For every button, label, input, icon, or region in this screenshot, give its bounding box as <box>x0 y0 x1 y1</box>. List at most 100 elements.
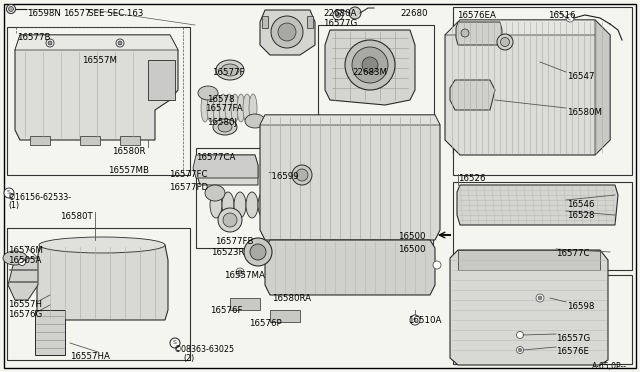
Text: 16580T: 16580T <box>60 212 93 221</box>
Bar <box>318 25 434 135</box>
Ellipse shape <box>39 237 165 253</box>
Ellipse shape <box>3 251 27 265</box>
Polygon shape <box>260 115 440 125</box>
Polygon shape <box>445 20 610 155</box>
Text: 16505A: 16505A <box>8 256 42 265</box>
Circle shape <box>118 41 122 45</box>
Circle shape <box>345 40 395 90</box>
Text: S: S <box>413 317 417 323</box>
Text: 16557MB: 16557MB <box>108 166 149 175</box>
Text: 16598N: 16598N <box>27 9 61 18</box>
Circle shape <box>6 4 15 13</box>
Bar <box>196 148 433 248</box>
Text: 16577FD: 16577FD <box>169 183 208 192</box>
Ellipse shape <box>231 94 239 122</box>
Text: 22680: 22680 <box>400 9 428 18</box>
Text: 16577B: 16577B <box>17 33 51 42</box>
Text: (1): (1) <box>8 201 19 210</box>
Circle shape <box>170 338 180 348</box>
Polygon shape <box>193 155 258 178</box>
Polygon shape <box>37 245 168 320</box>
Polygon shape <box>120 136 140 145</box>
Text: ©08363-63025: ©08363-63025 <box>174 345 235 354</box>
Ellipse shape <box>246 192 258 218</box>
Text: 16557HA: 16557HA <box>70 352 110 361</box>
Text: 16546: 16546 <box>567 200 595 209</box>
Text: S: S <box>7 190 11 196</box>
Polygon shape <box>15 35 178 140</box>
Bar <box>7 228 190 360</box>
Circle shape <box>566 14 574 22</box>
Text: 16576M: 16576M <box>8 246 43 255</box>
Circle shape <box>278 23 296 41</box>
Ellipse shape <box>207 94 215 122</box>
Text: 16516: 16516 <box>548 11 575 20</box>
Text: 16577FC: 16577FC <box>169 170 207 179</box>
Circle shape <box>238 270 242 274</box>
Ellipse shape <box>218 122 232 132</box>
Text: 16577G: 16577G <box>323 19 357 28</box>
Circle shape <box>116 39 124 47</box>
Polygon shape <box>30 136 50 145</box>
Polygon shape <box>15 35 178 50</box>
Polygon shape <box>260 115 440 240</box>
Text: 16510A: 16510A <box>408 316 442 325</box>
Ellipse shape <box>245 114 265 128</box>
Polygon shape <box>457 185 618 225</box>
Ellipse shape <box>243 94 251 122</box>
Ellipse shape <box>222 192 234 218</box>
Circle shape <box>4 188 14 198</box>
Text: 16577FA: 16577FA <box>205 104 243 113</box>
Text: 16577F: 16577F <box>212 68 244 77</box>
Bar <box>270 310 300 322</box>
Circle shape <box>48 41 52 45</box>
Text: 16547: 16547 <box>567 72 595 81</box>
Text: 16576P: 16576P <box>249 319 282 328</box>
Ellipse shape <box>234 192 246 218</box>
Ellipse shape <box>225 94 233 122</box>
Text: ©16156-62533-: ©16156-62533- <box>8 193 72 202</box>
Polygon shape <box>260 10 315 55</box>
Ellipse shape <box>205 185 225 201</box>
Text: 16576E: 16576E <box>556 347 589 356</box>
Text: 16577: 16577 <box>63 9 90 18</box>
Ellipse shape <box>210 192 222 218</box>
Text: S: S <box>173 340 177 346</box>
Bar <box>230 298 260 310</box>
Text: 16580J: 16580J <box>207 118 237 127</box>
Bar <box>453 7 632 175</box>
Text: ¨16599: ¨16599 <box>267 172 299 181</box>
Text: 16500: 16500 <box>398 245 426 254</box>
Text: 16580R: 16580R <box>112 147 145 156</box>
Text: 16557H: 16557H <box>8 300 42 309</box>
Polygon shape <box>8 258 38 300</box>
Circle shape <box>349 7 361 19</box>
Text: 16576EA: 16576EA <box>457 11 496 20</box>
Polygon shape <box>265 240 435 295</box>
Text: 16557G: 16557G <box>556 334 590 343</box>
Circle shape <box>236 268 244 276</box>
Bar <box>212 158 220 166</box>
Text: 16526: 16526 <box>458 174 486 183</box>
Circle shape <box>333 10 343 20</box>
Ellipse shape <box>221 64 239 76</box>
Polygon shape <box>456 22 502 45</box>
Circle shape <box>497 34 513 50</box>
Ellipse shape <box>201 94 209 122</box>
Polygon shape <box>445 20 610 35</box>
Ellipse shape <box>249 94 257 122</box>
Text: 16577CA: 16577CA <box>196 153 236 162</box>
Text: 16577C: 16577C <box>556 249 589 258</box>
Text: 16557MA: 16557MA <box>224 271 265 280</box>
Text: 22683M: 22683M <box>352 68 387 77</box>
Circle shape <box>335 13 340 17</box>
Polygon shape <box>450 250 608 365</box>
Text: 16577FB: 16577FB <box>215 237 253 246</box>
Text: 16523R: 16523R <box>211 248 244 257</box>
Text: 16580RA: 16580RA <box>272 294 311 303</box>
Polygon shape <box>325 30 415 105</box>
Polygon shape <box>307 16 313 28</box>
Polygon shape <box>197 155 258 185</box>
Circle shape <box>433 261 441 269</box>
Text: (2): (2) <box>183 354 195 363</box>
